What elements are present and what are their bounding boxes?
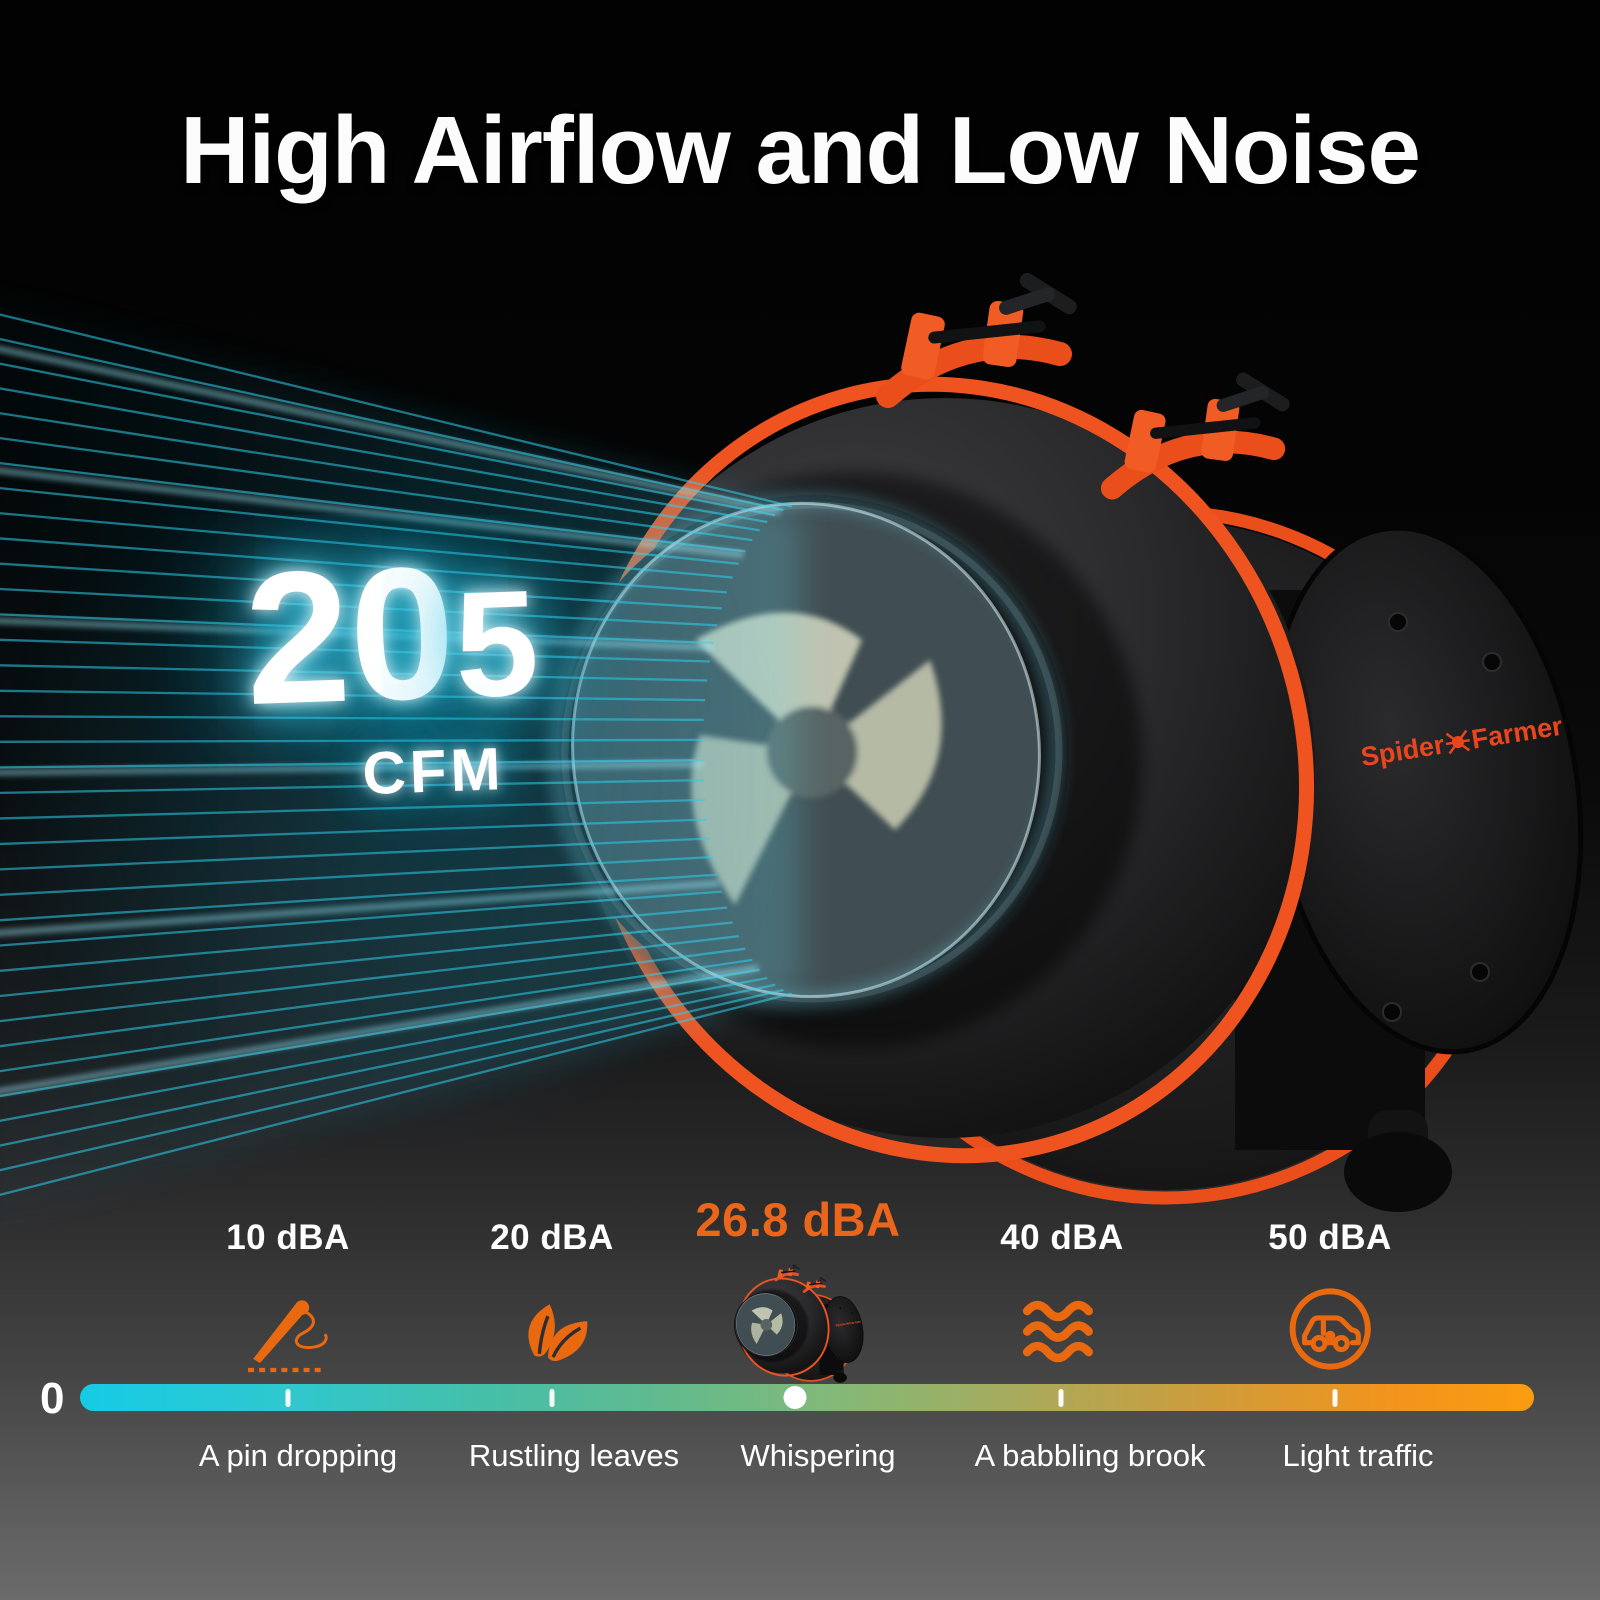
noise-level-value: 50 dBA xyxy=(1268,1218,1392,1257)
noise-level-value: 20 dBA xyxy=(490,1218,614,1257)
leaf-icon xyxy=(528,1304,588,1362)
scale-marker-26-8dba xyxy=(783,1386,807,1409)
needle-icon xyxy=(247,1300,328,1373)
noise-scale-fan-thumbnail xyxy=(727,1264,868,1386)
scale-tick-10dba xyxy=(285,1389,291,1407)
noise-description: A pin dropping xyxy=(198,1438,398,1473)
airflow-beam xyxy=(0,301,1061,1218)
mount-bracket-front xyxy=(888,270,1079,396)
airflow-unit: CFM xyxy=(361,735,506,808)
noise-level-value: 40 dBA xyxy=(1000,1218,1124,1257)
noise-level-50dba: 50 dBA xyxy=(1268,1218,1392,1381)
noise-level-10dba: 10 dBA xyxy=(226,1218,350,1381)
noise-description: A babbling brook xyxy=(974,1438,1206,1473)
car-icon xyxy=(1289,1288,1371,1370)
mount-bracket-rear xyxy=(1112,370,1292,488)
airflow-callout: 205 CFM xyxy=(223,526,562,812)
noise-description: Whispering xyxy=(740,1438,896,1473)
noise-scale-bar xyxy=(80,1384,1534,1411)
motor-screws xyxy=(1382,612,1502,1022)
airflow-value: 205 xyxy=(241,526,542,745)
waves-icon xyxy=(1022,1300,1093,1363)
noise-level-26-8dba-highlight: 26.8 dBA xyxy=(695,1192,900,1247)
scale-tick-40dba xyxy=(1058,1389,1064,1407)
scale-tick-20dba xyxy=(549,1389,555,1407)
noise-level-value: 10 dBA xyxy=(226,1218,350,1257)
cord-knob xyxy=(1344,1132,1452,1212)
noise-description: Light traffic xyxy=(1282,1438,1434,1473)
beam-scanlines xyxy=(0,313,792,1196)
beam-streaks xyxy=(0,345,781,1095)
noise-level-40dba: 40 dBA xyxy=(1000,1218,1124,1381)
scale-origin-label: 0 xyxy=(40,1374,65,1423)
noise-level-20dba: 20 dBA xyxy=(490,1218,614,1381)
inlet-glow xyxy=(551,495,1061,1005)
scale-tick-50dba xyxy=(1332,1389,1338,1407)
noise-description: Rustling leaves xyxy=(468,1438,680,1473)
spider-icon xyxy=(1445,729,1471,755)
page-title: High Airflow and Low Noise xyxy=(180,97,1421,204)
noise-level-value-highlight: 26.8 dBA xyxy=(695,1193,901,1246)
